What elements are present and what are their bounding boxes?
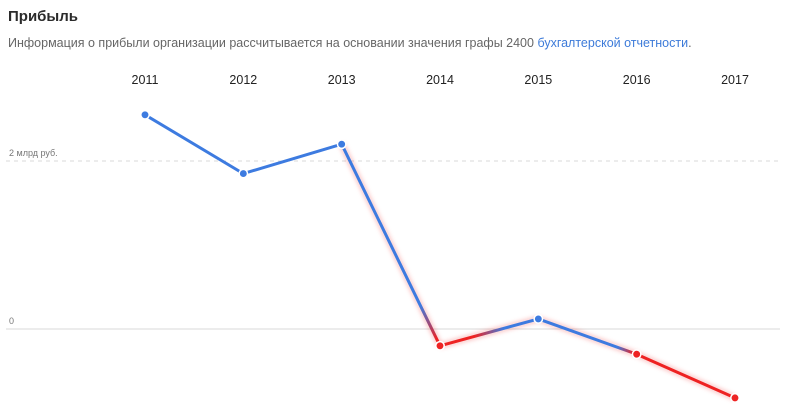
data-point[interactable] xyxy=(238,168,249,179)
y-tick-label: 0 xyxy=(9,316,14,326)
x-tick-label: 2014 xyxy=(426,73,454,87)
data-point[interactable] xyxy=(140,109,150,120)
line-segment xyxy=(635,352,737,400)
line-segment xyxy=(340,142,442,348)
line-segment xyxy=(143,113,245,176)
year-labels: 2011 2012 2013 2014 2015 2016 2017 xyxy=(132,73,749,87)
grid-layer: 2 млрд руб. 0 xyxy=(6,148,780,330)
y-tick-label: 2 млрд руб. xyxy=(9,148,58,158)
description-end: . xyxy=(688,36,692,50)
line-segment xyxy=(536,317,639,356)
series-lines xyxy=(143,113,737,401)
x-tick-label: 2015 xyxy=(524,73,552,87)
data-points xyxy=(140,109,740,403)
x-tick-label: 2011 xyxy=(132,73,159,87)
x-tick-label: 2017 xyxy=(721,73,749,87)
chart-description: Информация о прибыли организации рассчит… xyxy=(8,36,692,50)
data-point[interactable] xyxy=(730,392,740,403)
x-tick-label: 2013 xyxy=(328,73,356,87)
page-title: Прибыль xyxy=(8,8,78,25)
accounting-report-link[interactable]: бухгалтерской отчетности xyxy=(537,36,689,50)
line-segment xyxy=(241,142,344,176)
data-point[interactable] xyxy=(336,139,347,150)
x-tick-label: 2016 xyxy=(623,73,651,87)
description-text: Информация о прибыли организации рассчит… xyxy=(8,36,538,50)
data-point[interactable] xyxy=(631,349,642,360)
line-segment xyxy=(438,317,540,348)
data-point[interactable] xyxy=(435,340,445,351)
data-point[interactable] xyxy=(533,313,544,324)
x-tick-label: 2012 xyxy=(229,73,257,87)
